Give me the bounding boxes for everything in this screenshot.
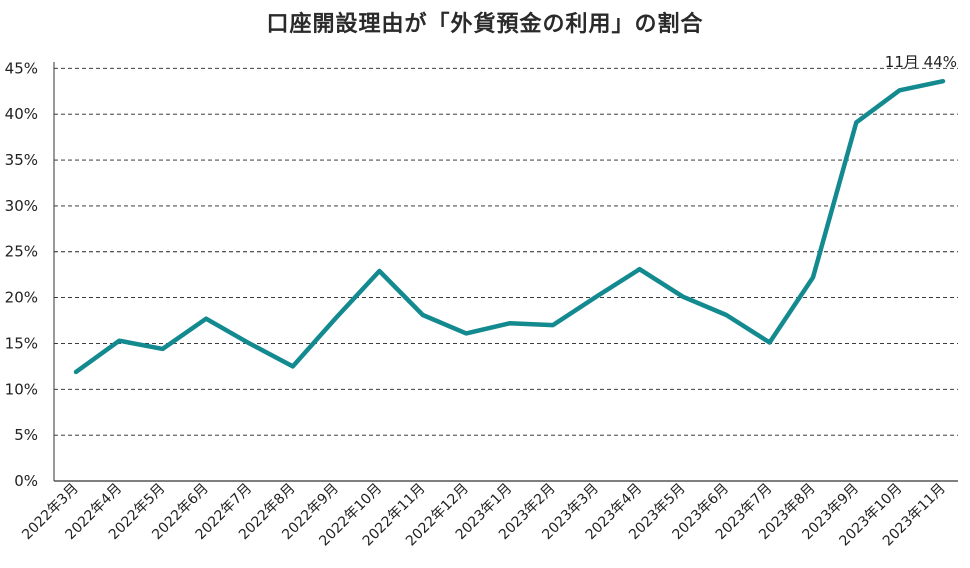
chart-title: 口座開設理由が「外貨預金の利用」の割合 <box>266 12 704 37</box>
series-line <box>73 78 946 375</box>
series-layer <box>73 78 946 375</box>
grid-lines <box>54 67 958 436</box>
y-tick-label: 0% <box>14 472 38 490</box>
y-tick-label: 40% <box>5 105 38 123</box>
annotations: 11月 44% <box>885 53 957 71</box>
y-tick-label: 30% <box>5 197 38 215</box>
y-tick-label: 20% <box>5 289 38 307</box>
x-axis-tick-labels: 2022年3月2022年4月2022年5月2022年6月2022年7月2022年… <box>19 481 949 550</box>
y-axis-tick-labels: 0% 5% 10% 15% 20% 25% 30% 35% 40% 45% <box>5 59 38 490</box>
y-tick-label: 25% <box>5 243 38 261</box>
y-tick-label: 45% <box>5 59 38 77</box>
y-tick-label: 10% <box>5 380 38 398</box>
y-tick-label: 15% <box>5 334 38 352</box>
y-tick-label: 35% <box>5 151 38 169</box>
annotation-label: 11月 44% <box>885 53 957 71</box>
y-tick-label: 5% <box>14 426 38 444</box>
